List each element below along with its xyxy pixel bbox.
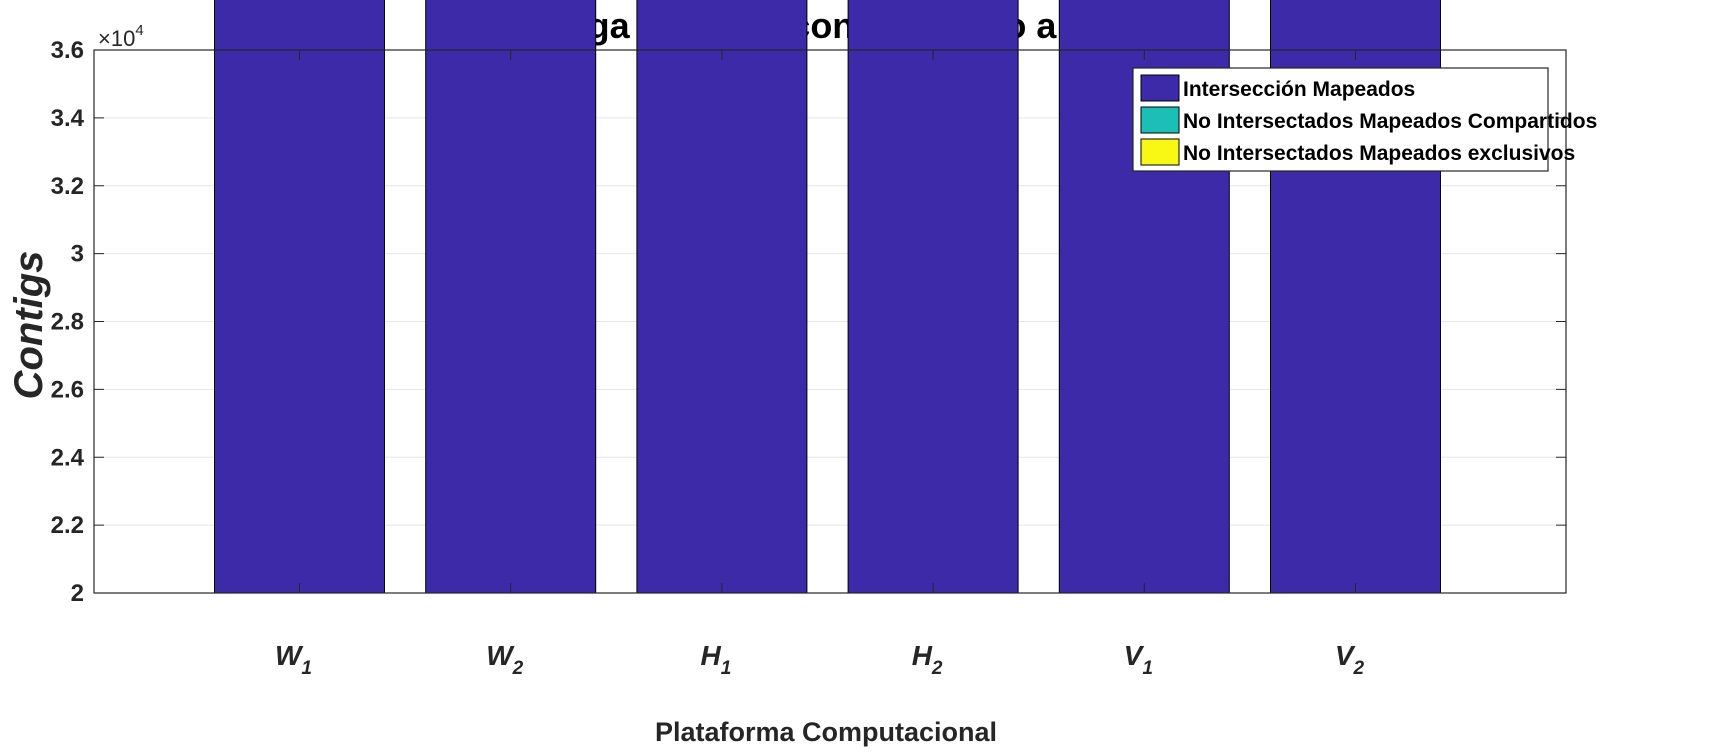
y-axis-label: Contigs: [7, 251, 51, 400]
y-tick-label-1: 2.2: [51, 512, 84, 539]
x-tick-label-2: H1: [700, 640, 731, 679]
x-axis-ticks: W1 W2 H1 H2 V1 V2: [275, 50, 1365, 679]
legend: Intersección Mapeados No Intersectados Ma…: [1132, 67, 1597, 172]
bar-2-series-0: [636, 0, 808, 594]
y-tick-label-4: 2.8: [51, 309, 84, 336]
x-tick-label-4: V1: [1124, 640, 1153, 679]
y-tick-label-5: 3: [71, 241, 84, 268]
y-tick-label-6: 3.2: [51, 173, 84, 200]
y-tick-label-0: 2: [71, 580, 84, 607]
y-tick-label-8: 3.6: [51, 37, 84, 64]
y-tick-label-3: 2.6: [51, 376, 84, 403]
x-tick-label-0: W1: [275, 640, 312, 679]
exponent-power: 4: [135, 22, 143, 39]
y-axis-exponent: ×104: [98, 22, 144, 51]
legend-label-2: No Intersectados Mapeados exclusivos: [1183, 142, 1575, 165]
x-axis-label: Plataforma Computacional: [655, 717, 997, 747]
legend-swatch-0: [1140, 74, 1180, 102]
bar-1-series-0: [425, 0, 597, 594]
exponent-base: ×10: [98, 26, 135, 51]
y-tick-label-2: 2.4: [51, 444, 85, 471]
legend-swatch-2: [1140, 138, 1180, 166]
x-tick-label-1: W2: [486, 640, 523, 679]
legend-swatch-1: [1140, 106, 1180, 134]
legend-box: [1132, 67, 1549, 172]
x-tick-label-5: V2: [1335, 640, 1365, 679]
y-axis-ticks: 2 2.2 2.4 2.6 2.8 3 3.2 3.4 3.6: [51, 37, 1566, 607]
x-tick-label-3: H2: [912, 640, 943, 679]
bar-0-series-0: [214, 0, 385, 594]
bar-3-series-0: [847, 0, 1019, 594]
legend-label-0: Intersección Mapeados: [1183, 78, 1415, 101]
y-tick-label-7: 3.4: [51, 105, 85, 132]
legend-label-1: No Intersectados Mapeados Compartidos: [1183, 110, 1597, 133]
